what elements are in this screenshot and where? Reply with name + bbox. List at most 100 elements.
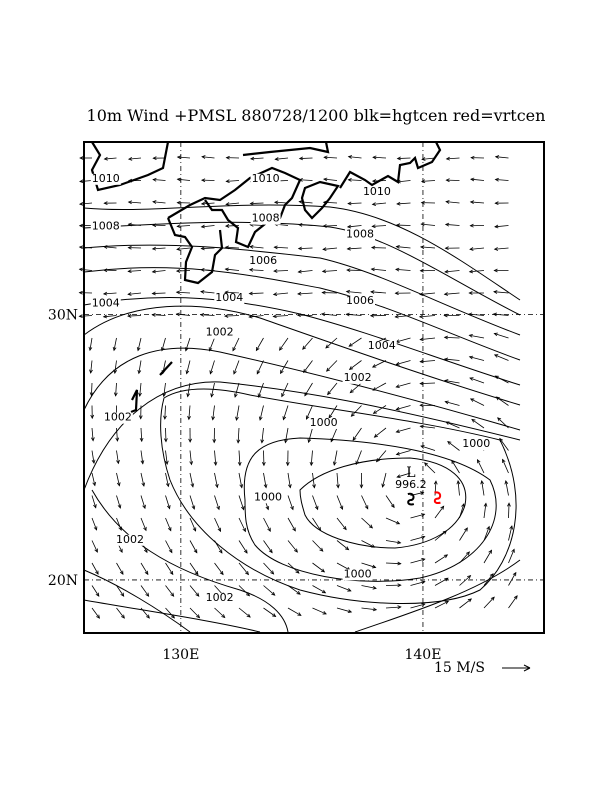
wind-arrow	[370, 290, 387, 294]
wind-arrow	[304, 382, 313, 397]
contour-label-bg	[214, 293, 245, 305]
hgtcen-hurricane-icon	[407, 492, 415, 506]
wind-arrow	[238, 495, 245, 511]
wind-arrow	[225, 202, 240, 206]
wind-arrow	[508, 595, 518, 609]
wind-arrow	[176, 155, 191, 160]
contour-label: 1008	[92, 220, 120, 233]
wind-arrow	[469, 200, 485, 205]
wind-arrow	[483, 549, 492, 564]
wind-arrow	[91, 540, 98, 553]
wind-arrow	[385, 583, 402, 588]
wind-arrow	[273, 269, 289, 273]
contour-label: 1002	[116, 533, 144, 546]
wind-arrow	[165, 562, 174, 576]
wind-arrow	[419, 337, 436, 342]
wind-arrow	[176, 177, 191, 182]
wind-arrow	[322, 200, 338, 205]
wind-arrow	[336, 517, 347, 531]
wind-arrow	[103, 245, 117, 249]
wind-arrow	[255, 337, 264, 352]
wind-arrow	[78, 223, 93, 228]
wind-arrow	[208, 337, 215, 352]
wind-arrow	[151, 313, 166, 317]
wind-arrow	[238, 472, 244, 489]
wind-arrow	[116, 607, 125, 619]
wind-arrow	[78, 245, 93, 250]
wind-arrow	[238, 540, 248, 554]
wind-arrow	[127, 222, 142, 227]
wind-arrow	[410, 513, 426, 519]
wind-arrow	[320, 312, 338, 317]
contour-label-bg	[345, 229, 375, 241]
lon-tick-label: 140E	[404, 647, 441, 663]
wind-arrow	[163, 427, 168, 443]
wind-arrow	[237, 450, 242, 467]
wind-arrow	[287, 472, 292, 489]
wind-arrow	[444, 222, 460, 227]
contour-label-bg	[342, 569, 373, 581]
wind-arrow	[499, 437, 509, 451]
contour-label: 1004	[215, 291, 243, 304]
wind-arrow	[381, 472, 387, 488]
wind-arrow	[508, 525, 514, 541]
wind-arrow	[102, 314, 117, 319]
wind-arrow	[234, 382, 240, 398]
wind-arrow	[285, 450, 290, 467]
wind-arrow	[213, 450, 218, 466]
wind-arrow	[325, 337, 338, 349]
wind-arrow	[370, 245, 387, 250]
wind-arrow	[470, 177, 485, 182]
wind-arrow	[419, 403, 436, 408]
low-center-letter: L	[406, 465, 415, 481]
wind-arrow	[410, 603, 426, 609]
contour-label-bg	[345, 295, 375, 307]
wind-arrow	[175, 312, 191, 317]
wind-arrow	[186, 382, 191, 398]
wind-arrow	[418, 314, 436, 319]
wind-arrow	[152, 177, 166, 182]
wind-arrow	[451, 459, 460, 474]
wind-arrow	[361, 562, 377, 569]
wind-arrow	[165, 607, 175, 619]
wind-arrow	[127, 200, 142, 205]
wind-arrow	[249, 201, 264, 206]
wind-arrow	[323, 177, 338, 182]
wind-arrow	[345, 312, 362, 317]
wind-arrow	[200, 178, 215, 183]
contour-label: 1004	[368, 339, 396, 352]
wind-arrow	[420, 200, 436, 205]
wind-arrow	[395, 450, 411, 456]
wind-arrow	[127, 269, 142, 274]
wind-arrow	[224, 267, 240, 272]
wind-arrow	[238, 562, 250, 576]
contour-label-bg	[204, 593, 235, 605]
wind-arrow	[467, 312, 485, 317]
wind-arrow	[419, 245, 436, 249]
wind-arrow	[152, 156, 166, 161]
wind-arrow	[298, 178, 313, 182]
wind-arrow	[396, 156, 411, 161]
wind-arrow	[103, 268, 117, 273]
wind-arrow	[136, 337, 142, 352]
wind-arrow	[347, 178, 362, 182]
wind-arrow	[127, 245, 142, 250]
contour-label-bg	[248, 256, 279, 268]
wind-arrow	[138, 405, 143, 420]
wind-arrow	[224, 245, 240, 250]
contour-label: 1006	[249, 254, 277, 267]
wind-arrow	[200, 224, 215, 229]
wind-arrow	[151, 223, 166, 228]
contour-label-bg	[250, 173, 281, 185]
wind-arrow	[165, 585, 175, 597]
contour-label-bg	[461, 439, 492, 451]
wind-arrow	[302, 337, 313, 350]
wind-arrow	[469, 223, 485, 228]
wind-arrow	[445, 200, 460, 204]
wind-arrow	[151, 269, 166, 274]
wind-arrow	[210, 382, 215, 398]
wind-arrow	[152, 200, 166, 204]
wind-arrow	[419, 268, 436, 273]
wind-arrow	[394, 291, 411, 296]
wind-arrow	[322, 247, 338, 252]
